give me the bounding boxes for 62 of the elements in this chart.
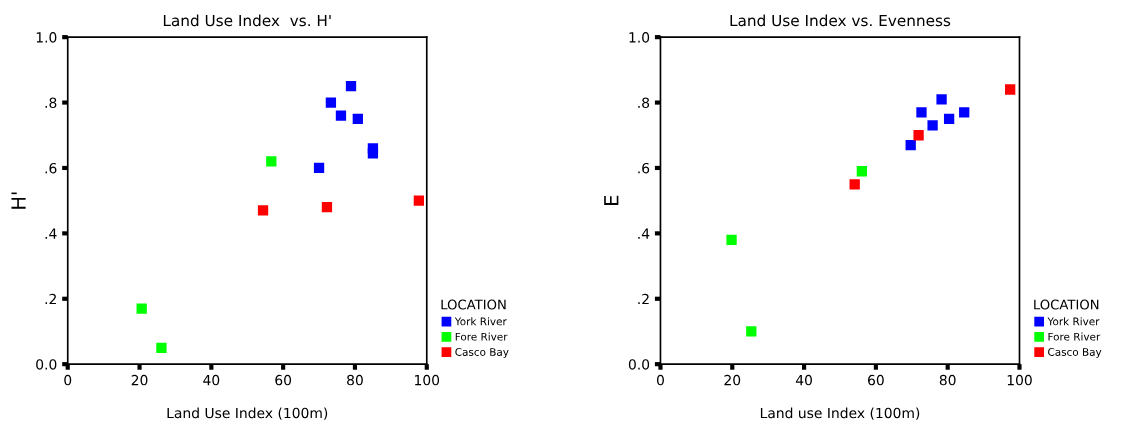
point (1005, 84, 1016, 95)
x-tick-label: 80 (939, 374, 956, 386)
x-tick-label: 40 (795, 374, 812, 386)
y-tick-label: .4 (638, 228, 650, 239)
x-tick-label: 60 (868, 374, 884, 386)
y-axis-title: E (604, 195, 619, 205)
x-tick-label: 100 (415, 374, 440, 386)
x-tick-label: 100 (1007, 374, 1032, 386)
y-tick-label: 0.0 (36, 359, 57, 370)
point (856, 166, 868, 177)
y-tick-label: .8 (638, 97, 650, 109)
point (959, 107, 970, 118)
point (913, 130, 924, 141)
y-tick-label: .6 (45, 162, 57, 174)
legend-label: Fore River (1048, 332, 1101, 341)
point (321, 202, 333, 213)
y-tick-label: .8 (45, 97, 57, 109)
legend-title: LOCATION (441, 299, 506, 310)
point (943, 113, 955, 125)
point (726, 234, 737, 246)
point (367, 148, 379, 159)
point (325, 97, 337, 108)
point (905, 139, 916, 151)
legend-label: York River (454, 317, 507, 326)
point (746, 326, 757, 337)
x-tick-label: 0 (656, 374, 664, 386)
point (335, 110, 347, 121)
y-tick-label: .2 (638, 293, 649, 305)
chart-title: Land Use Index vs. H' (163, 14, 331, 27)
y-tick-label: .2 (45, 293, 56, 305)
legend-label: Casco Bay (1048, 348, 1102, 358)
y-tick-label: 1.0 (629, 32, 650, 43)
chart-title: Land Use Index vs. Evenness (730, 14, 951, 27)
point (136, 303, 147, 314)
point (936, 94, 947, 105)
legend-label: Fore River (455, 332, 508, 341)
legend-label: Casco Bay (455, 348, 509, 358)
legend-label: York River (1047, 317, 1100, 326)
point (257, 205, 269, 216)
x-tick-label: 20 (131, 374, 148, 386)
point (927, 120, 938, 131)
y-tick-label: 1.0 (36, 32, 57, 43)
point (345, 81, 357, 92)
y-tick-label: 0.0 (628, 359, 650, 370)
x-axis-title: Land use Index (100m) (760, 407, 920, 420)
x-axis-title: Land Use Index (100m) (167, 407, 328, 420)
point (413, 195, 425, 206)
y-tick-label: .6 (638, 162, 650, 174)
y-tick-label: .4 (45, 228, 57, 239)
x-tick-label: 60 (275, 374, 292, 386)
x-tick-label: 20 (724, 374, 741, 386)
y-axis-title: H' (11, 192, 26, 209)
point (352, 113, 363, 125)
point (849, 179, 860, 190)
point (916, 107, 927, 118)
x-tick-label: 40 (203, 374, 220, 386)
point (313, 162, 325, 174)
point (266, 156, 277, 167)
x-tick-label: 0 (64, 374, 72, 386)
x-tick-label: 80 (347, 374, 363, 386)
legend-title: LOCATION (1034, 299, 1099, 310)
point (156, 342, 167, 353)
